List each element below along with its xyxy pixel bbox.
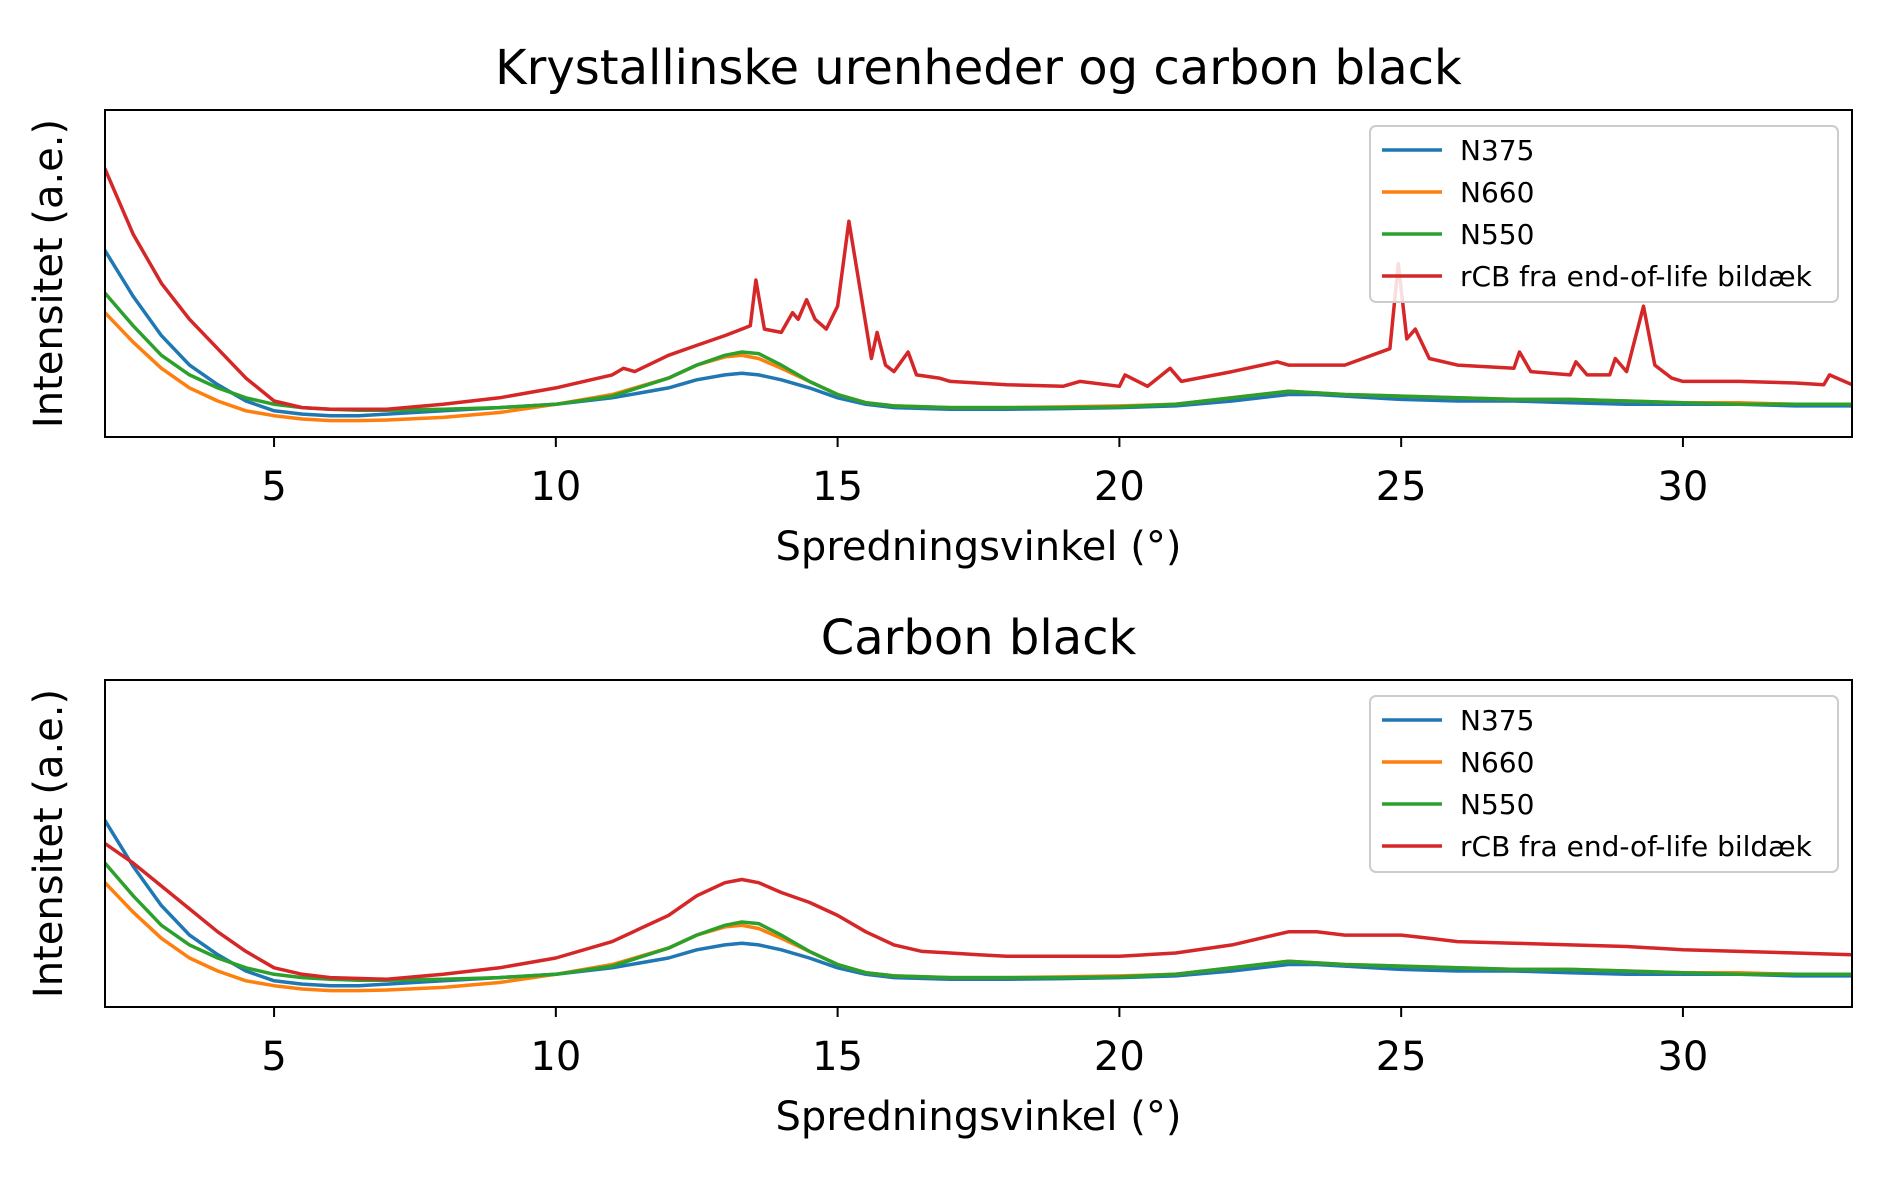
legend-label: N550 [1460,788,1534,821]
series-line-n375 [105,818,1852,988]
x-tick-label: 10 [530,464,581,510]
y-axis-label: Intensitet (a.e.) [26,689,72,998]
legend-box [1369,695,1839,873]
legend-label: N375 [1460,704,1534,737]
x-tick-label: 5 [261,1034,286,1080]
plot-frame [104,679,1853,1008]
x-tick-label: 30 [1657,464,1708,510]
x-tick-label: 25 [1376,464,1427,510]
legend-label: N550 [1460,218,1534,251]
series-line-rcb [105,841,1852,981]
legend-label: N375 [1460,134,1534,167]
series-line-rcb [105,167,1852,411]
legend: N375 N660 N550 rCB fra end-of-life bildæk [1369,125,1839,303]
y-axis-label: Intensitet (a.e.) [26,119,72,428]
x-tick-label: 25 [1376,1034,1427,1080]
legend-label: N660 [1460,746,1534,779]
x-tick-label: 5 [261,464,286,510]
chart-panel-1: 5 10 15 20 25 30 Krystallinske urenheder og ca… [26,40,1853,570]
x-axis-label: Spredningsvinkel (°) [776,524,1182,570]
series-line-n550 [105,291,1852,412]
x-tick-label: 20 [1094,464,1145,510]
legend-label: N660 [1460,176,1534,209]
x-tick-label: 10 [530,1034,581,1080]
plot-frame [104,109,1853,438]
series-line-n550 [105,861,1852,982]
series-group [105,167,1852,423]
legend-label: rCB fra end-of-life bildæk [1460,830,1813,863]
x-tick-label: 30 [1657,1034,1708,1080]
chart-panel-2: 5 10 15 20 25 30 Carbon black Spredningsvinkel … [26,610,1853,1140]
x-tick-label: 15 [812,1034,863,1080]
series-group [105,818,1852,993]
x-tick-label: 20 [1094,1034,1145,1080]
chart-title: Krystallinske urenheder og carbon black [495,40,1462,96]
x-axis-label: Spredningsvinkel (°) [776,1094,1182,1140]
chart-title: Carbon black [821,610,1137,666]
legend-box [1369,125,1839,303]
x-tick-label: 15 [812,464,863,510]
series-line-n375 [105,248,1852,418]
legend: N375 N660 N550 rCB fra end-of-life bildæk [1369,695,1839,873]
legend-label: rCB fra end-of-life bildæk [1460,260,1813,293]
